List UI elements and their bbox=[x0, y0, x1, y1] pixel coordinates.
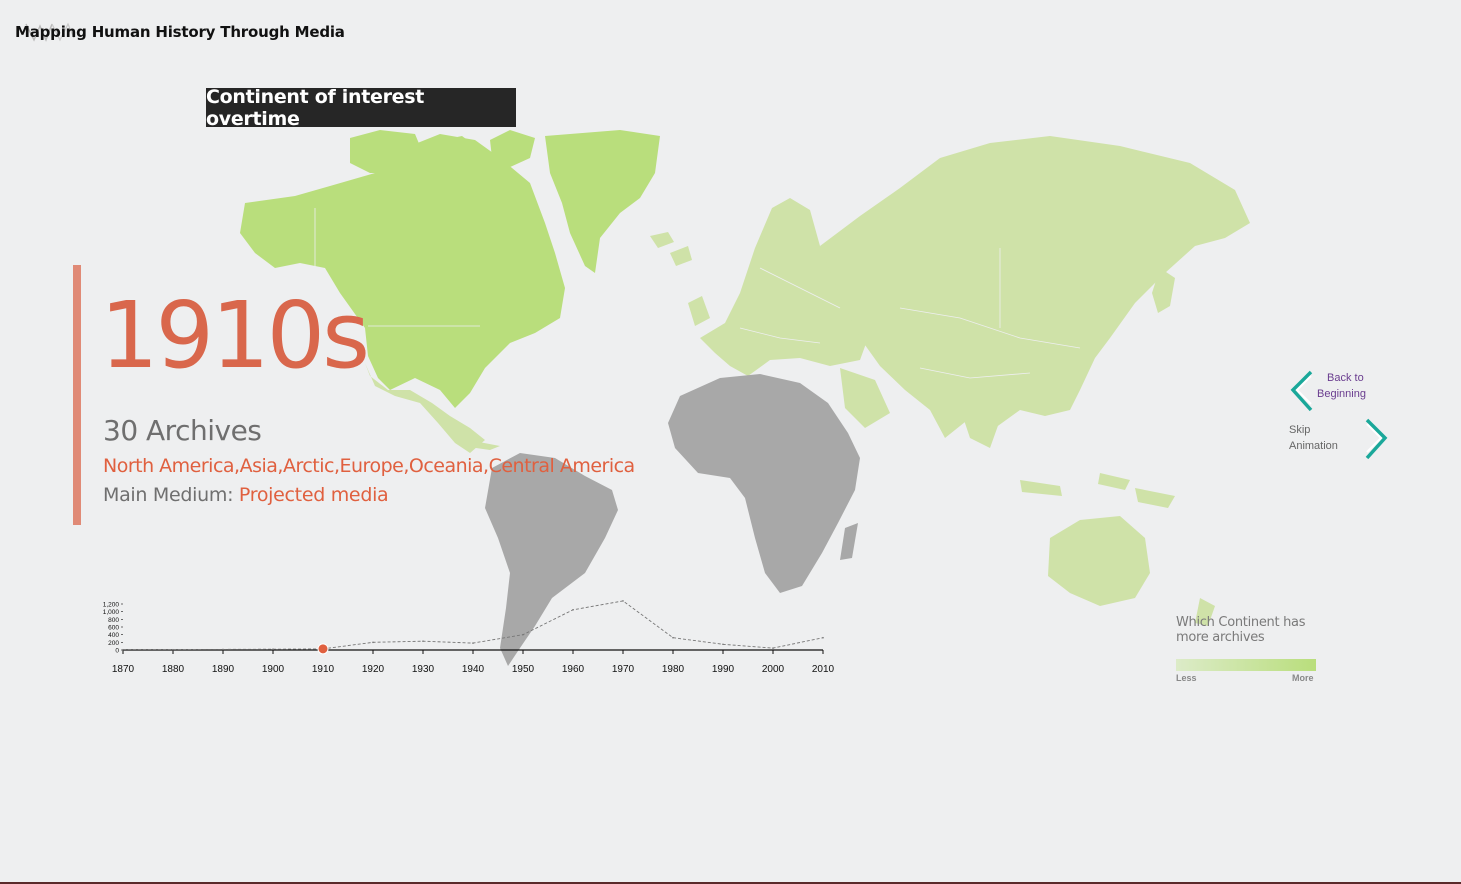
x-tick-label: 1940 bbox=[462, 664, 485, 675]
x-tick-label: 1880 bbox=[162, 664, 185, 675]
back-to-beginning-button[interactable]: Back to Beginning bbox=[1287, 368, 1377, 414]
archive-count: 30 Archives bbox=[103, 414, 262, 447]
legend-more-label: More bbox=[1292, 673, 1314, 683]
data-point bbox=[272, 648, 274, 651]
legend-title: Which Continent has more archives bbox=[1176, 615, 1306, 645]
y-tick-label: 200 bbox=[108, 640, 119, 647]
continent-list: North America,Asia,Arctic,Europe,Oceania… bbox=[103, 455, 635, 477]
chevron-right-icon bbox=[1365, 418, 1388, 460]
data-point bbox=[622, 600, 624, 602]
data-point bbox=[672, 636, 674, 639]
y-tick-label: 600 bbox=[108, 625, 119, 632]
y-tick-label: 1,200 bbox=[103, 602, 120, 609]
data-point bbox=[172, 648, 174, 651]
logo-icon bbox=[25, 22, 75, 42]
data-point bbox=[722, 643, 724, 646]
x-tick-label: 1900 bbox=[262, 664, 285, 675]
chevron-left-icon bbox=[1290, 370, 1313, 412]
data-point bbox=[472, 642, 474, 644]
x-axis-ticks: 1870 1880 1890 1900 1910 1920 1930 1940 1950 1960… bbox=[112, 650, 835, 675]
x-tick-label: 1890 bbox=[212, 664, 235, 675]
data-point bbox=[772, 647, 774, 649]
map-europe bbox=[670, 198, 868, 376]
y-tick-label: 400 bbox=[108, 632, 119, 639]
map-asia bbox=[820, 136, 1250, 508]
data-point bbox=[822, 636, 824, 639]
world-map bbox=[240, 130, 1250, 666]
x-tick-label: 1990 bbox=[712, 664, 735, 675]
x-tick-label: 1920 bbox=[362, 664, 385, 675]
skip-line-1: Skip bbox=[1289, 424, 1311, 436]
x-tick-label: 1950 bbox=[512, 664, 535, 675]
x-tick-label: 1930 bbox=[412, 664, 435, 675]
skip-animation-button[interactable]: Skip Animation bbox=[1285, 418, 1395, 462]
back-line-1: Back to bbox=[1327, 372, 1364, 384]
current-decade-marker[interactable] bbox=[317, 643, 329, 655]
data-point bbox=[422, 640, 424, 642]
map-africa bbox=[668, 374, 860, 593]
x-tick-label: 1910 bbox=[312, 664, 335, 675]
data-point bbox=[372, 641, 374, 644]
data-points bbox=[122, 600, 824, 651]
x-tick-label: 1980 bbox=[662, 664, 685, 675]
main-medium-label: Main Medium: bbox=[103, 484, 234, 506]
x-tick-label: 1870 bbox=[112, 664, 135, 675]
skip-line-2: Animation bbox=[1289, 440, 1338, 452]
data-point bbox=[222, 648, 224, 651]
y-tick-label: 800 bbox=[108, 617, 119, 624]
map-greenland bbox=[545, 130, 674, 273]
accent-bar bbox=[73, 265, 81, 525]
map-oceania bbox=[1048, 516, 1215, 626]
decade-label: 1910s bbox=[100, 282, 370, 389]
x-tick-label: 2010 bbox=[812, 664, 835, 675]
map-south-america bbox=[485, 453, 618, 666]
back-line-2: Beginning bbox=[1317, 388, 1366, 400]
data-point bbox=[122, 648, 124, 651]
x-tick-label: 2000 bbox=[762, 664, 785, 675]
y-tick-label: 0 bbox=[115, 648, 119, 655]
x-tick-label: 1970 bbox=[612, 664, 635, 675]
y-tick-label: 1,000 bbox=[103, 609, 120, 616]
section-banner: Continent of interest overtime bbox=[206, 86, 516, 130]
data-point bbox=[522, 633, 524, 636]
main-medium-value: Projected media bbox=[238, 484, 389, 506]
data-point bbox=[572, 608, 574, 611]
map-borders bbox=[314, 208, 1081, 379]
legend-gradient bbox=[1176, 659, 1316, 671]
archive-trend-line bbox=[123, 600, 824, 651]
map-north-america bbox=[240, 130, 565, 453]
x-tick-label: 1960 bbox=[562, 664, 585, 675]
main-medium: Main Medium: Projected media bbox=[103, 484, 389, 506]
app-title: Mapping Human History Through Media bbox=[15, 23, 345, 41]
window-bottom-border bbox=[0, 882, 1461, 884]
legend-less-label: Less bbox=[1176, 673, 1197, 683]
